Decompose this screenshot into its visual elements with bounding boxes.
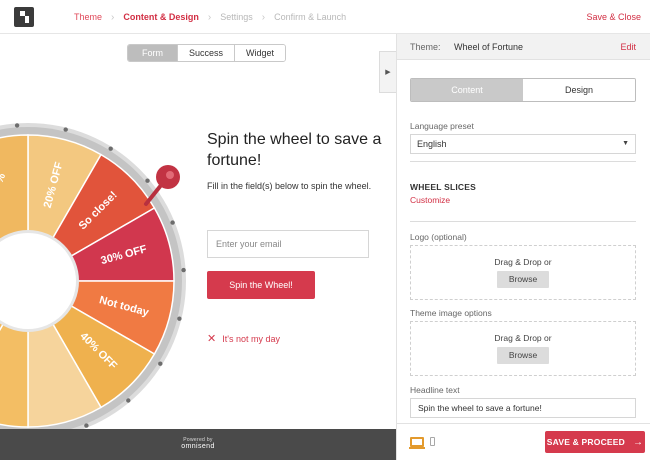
- rim-dot: [177, 316, 182, 321]
- caret-down-icon: ▼: [622, 140, 629, 147]
- browse-theme-image-button[interactable]: Browse: [497, 347, 549, 364]
- rim-dot: [145, 178, 150, 183]
- wheel-hub: [0, 233, 76, 329]
- save-proceed-button[interactable]: SAVE & PROCEED →: [545, 431, 645, 453]
- brand-name: omnisend: [181, 443, 215, 450]
- save-proceed-label: SAVE & PROCEED: [546, 437, 625, 447]
- dismiss-link[interactable]: ✕ It's not my day: [207, 332, 280, 345]
- dismiss-link-label: It's not my day: [222, 333, 280, 344]
- rim-dot: [158, 361, 163, 366]
- dropzone-text: Drag & Drop or: [494, 257, 552, 267]
- divider: [410, 161, 636, 162]
- rim-dot: [108, 146, 113, 151]
- logo-dropzone[interactable]: Drag & Drop or Browse: [410, 245, 636, 300]
- rim-dot: [170, 220, 175, 225]
- close-icon: ✕: [207, 333, 217, 345]
- popup-headline: Spin the wheel to save a fortune!: [207, 131, 382, 169]
- arrow-right-icon: →: [633, 436, 644, 448]
- omnisend-logo-icon[interactable]: [14, 7, 34, 27]
- language-preset-select[interactable]: English ▼: [410, 134, 636, 154]
- top-bar: Theme › Content & Design › Settings › Co…: [0, 0, 650, 34]
- wizard-steps: Theme › Content & Design › Settings › Co…: [74, 0, 346, 34]
- chevron-right-icon: ›: [207, 11, 212, 23]
- powered-by-label: Powered by: [183, 437, 213, 443]
- tab-content[interactable]: Content: [411, 79, 523, 101]
- rim-dot: [63, 127, 68, 132]
- theme-image-label: Theme image options: [410, 308, 492, 318]
- tab-success[interactable]: Success: [178, 45, 236, 61]
- language-preset-label: Language preset: [410, 121, 474, 131]
- edit-theme-link[interactable]: Edit: [620, 42, 636, 52]
- rim-dot: [181, 267, 186, 273]
- rim-dot: [14, 123, 20, 128]
- theme-name: Wheel of Fortune: [454, 42, 524, 52]
- mobile-preview-icon[interactable]: [430, 437, 435, 446]
- headline-text-input[interactable]: [410, 398, 636, 418]
- wheel-slices-title: WHEEL SLICES: [410, 182, 477, 192]
- divider: [410, 221, 636, 222]
- desktop-preview-icon[interactable]: [409, 437, 425, 449]
- theme-row: Theme: Wheel of Fortune Edit: [397, 34, 650, 60]
- rim-dot: [84, 423, 89, 428]
- powered-by-footer: Powered by omnisend: [0, 429, 396, 460]
- rim-dot: [126, 398, 131, 403]
- chevron-right-icon: ▶: [385, 69, 391, 76]
- theme-label: Theme:: [410, 42, 441, 52]
- save-close-link[interactable]: Save & Close: [586, 12, 641, 22]
- step-settings[interactable]: Settings: [220, 12, 253, 22]
- chevron-right-icon: ›: [111, 11, 115, 23]
- browse-logo-button[interactable]: Browse: [497, 271, 549, 288]
- popup-preview: 20% OFF So close! 30% OFF Not today 40% OFF%…: [0, 34, 396, 429]
- wheel-slice-label: %: [0, 172, 8, 186]
- panel-footer: SAVE & PROCEED →: [397, 423, 650, 460]
- content-design-tabs: Content Design: [410, 78, 636, 102]
- popup-subtext: Fill in the field(s) below to spin the w…: [207, 181, 372, 191]
- email-input[interactable]: [207, 230, 369, 258]
- logo-label: Logo (optional): [410, 232, 467, 242]
- chevron-right-icon: ›: [261, 11, 266, 23]
- step-theme[interactable]: Theme: [74, 12, 103, 22]
- theme-image-dropzone[interactable]: Drag & Drop or Browse: [410, 321, 636, 376]
- settings-panel: Theme: Wheel of Fortune Edit Content Des…: [396, 34, 650, 460]
- language-preset-value: English: [417, 139, 447, 149]
- step-content-design[interactable]: Content & Design: [123, 12, 199, 22]
- headline-text-label: Headline text: [410, 385, 460, 395]
- spin-the-wheel-button[interactable]: Spin the Wheel!: [207, 271, 315, 299]
- customize-link[interactable]: Customize: [410, 195, 451, 205]
- wheel-pointer-highlight: [166, 171, 174, 179]
- tab-widget[interactable]: Widget: [235, 45, 286, 61]
- step-confirm-launch[interactable]: Confirm & Launch: [274, 12, 347, 22]
- tab-design[interactable]: Design: [523, 79, 635, 101]
- dropzone-text: Drag & Drop or: [494, 333, 552, 343]
- tab-form[interactable]: Form: [128, 45, 178, 61]
- collapse-panel-handle[interactable]: ▶: [379, 51, 396, 93]
- preview-view-tabs: Form Success Widget: [127, 44, 287, 62]
